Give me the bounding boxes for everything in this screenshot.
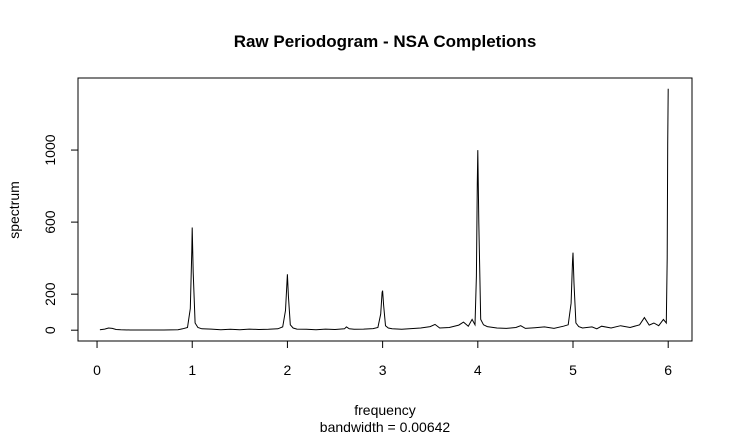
chart-title: Raw Periodogram - NSA Completions bbox=[234, 32, 537, 51]
x-axis-label: frequency bbox=[354, 402, 415, 418]
x-tick-label: 6 bbox=[664, 362, 672, 378]
x-tick-label: 1 bbox=[188, 362, 196, 378]
y-tick-label: 1000 bbox=[42, 134, 58, 165]
x-axis-sublabel: bandwidth = 0.00642 bbox=[320, 419, 451, 435]
plot-frame bbox=[77, 77, 693, 342]
x-tick-label: 0 bbox=[93, 362, 101, 378]
y-tick-label: 600 bbox=[42, 210, 58, 234]
x-tick-label: 4 bbox=[474, 362, 482, 378]
y-tick-label: 200 bbox=[42, 282, 58, 306]
y-axis: 0 200 600 1000 bbox=[42, 134, 79, 334]
x-tick-label: 3 bbox=[379, 362, 387, 378]
y-tick-label: 0 bbox=[42, 326, 58, 334]
x-tick-label: 2 bbox=[284, 362, 292, 378]
y-axis-label: spectrum bbox=[6, 181, 22, 239]
x-tick-label: 5 bbox=[569, 362, 577, 378]
spectrum-line bbox=[99, 88, 669, 331]
x-axis: 0 1 2 3 4 5 6 bbox=[93, 340, 672, 378]
